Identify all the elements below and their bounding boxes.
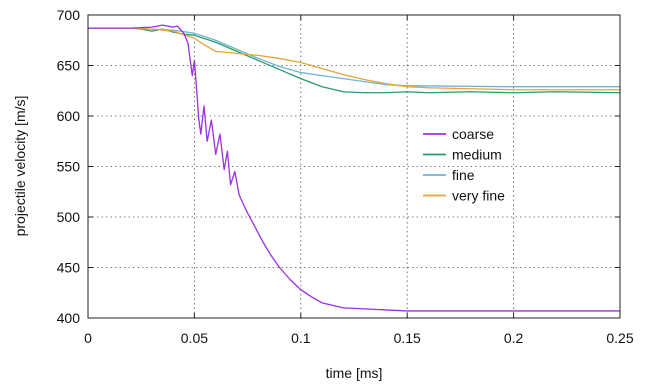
series-line-medium bbox=[88, 27, 621, 94]
y-tick-label: 550 bbox=[57, 159, 81, 175]
y-axis-title: projectile velocity [m/s] bbox=[12, 96, 28, 237]
y-tick-label: 600 bbox=[57, 108, 81, 124]
legend-label: fine bbox=[452, 167, 475, 183]
grid-lines bbox=[88, 15, 620, 318]
y-tick-label: 450 bbox=[57, 260, 81, 276]
legend-item-very-fine: very fine bbox=[423, 188, 505, 204]
series-line-coarse bbox=[88, 24, 620, 312]
legend-item-fine: fine bbox=[423, 167, 475, 183]
x-tick-label: 0.05 bbox=[181, 330, 208, 346]
y-tick-label: 500 bbox=[57, 209, 81, 225]
legend-item-medium: medium bbox=[423, 147, 502, 163]
x-tick-label: 0.1 bbox=[291, 330, 311, 346]
x-tick-label: 0 bbox=[84, 330, 92, 346]
legend: coarse medium fine very fine bbox=[423, 126, 505, 204]
y-tick-label: 700 bbox=[57, 7, 81, 23]
series-lines bbox=[88, 24, 621, 312]
y-tick-labels: 400 450 500 550 600 650 700 bbox=[57, 7, 81, 326]
x-tick-label: 0.15 bbox=[394, 330, 421, 346]
legend-label: medium bbox=[452, 147, 502, 163]
series-line-very-fine bbox=[88, 27, 620, 91]
x-tick-labels: 0 0.05 0.1 0.15 0.2 0.25 bbox=[84, 330, 634, 346]
x-tick-label: 0.2 bbox=[504, 330, 524, 346]
x-axis-title: time [ms] bbox=[326, 365, 383, 381]
legend-item-coarse: coarse bbox=[423, 126, 494, 142]
tick-marks bbox=[87, 14, 621, 319]
y-tick-label: 650 bbox=[57, 58, 81, 74]
legend-label: very fine bbox=[452, 188, 505, 204]
series-line-fine bbox=[88, 27, 620, 88]
x-tick-label: 0.25 bbox=[606, 330, 633, 346]
y-tick-label: 400 bbox=[57, 310, 81, 326]
legend-label: coarse bbox=[452, 126, 494, 142]
